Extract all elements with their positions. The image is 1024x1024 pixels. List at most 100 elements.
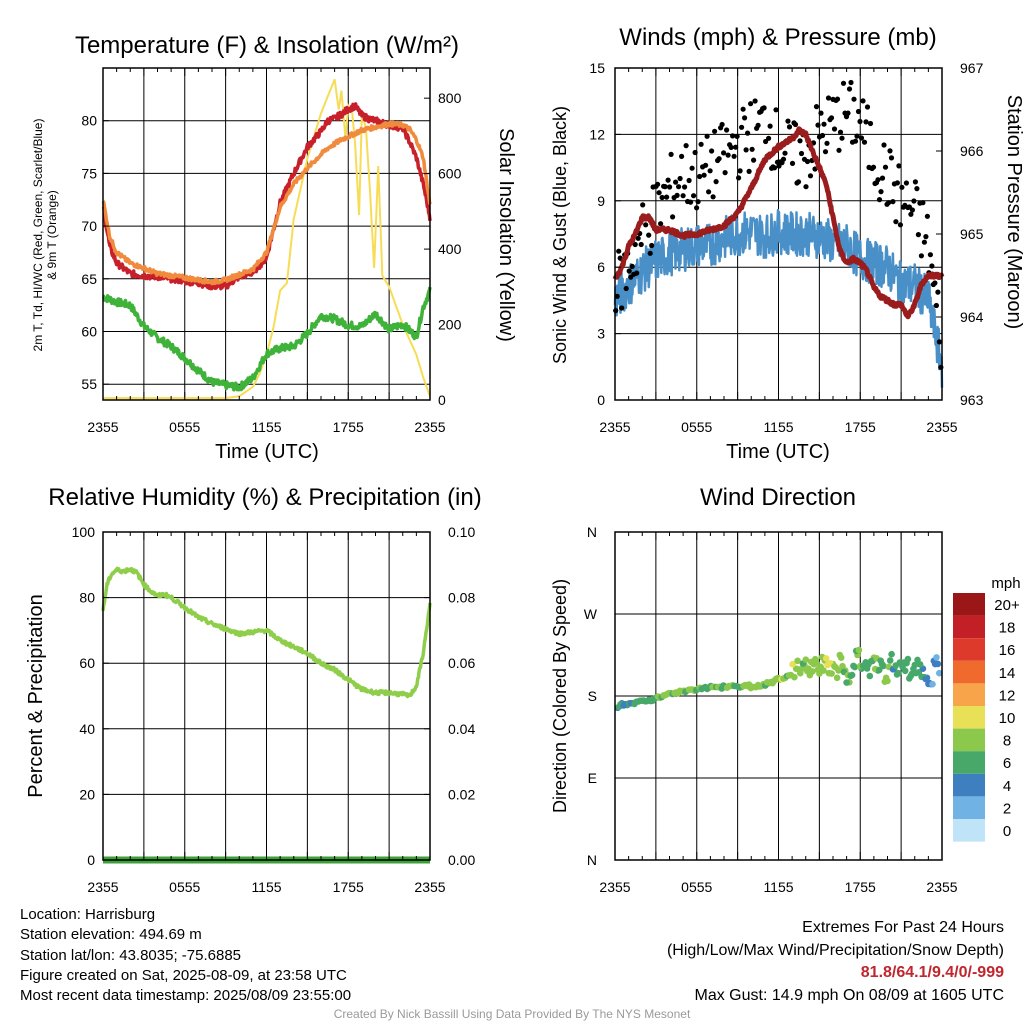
gust-point — [728, 144, 734, 150]
gust-point — [668, 151, 674, 157]
x-tick-label: 1155 — [763, 879, 793, 895]
pressure-line — [612, 126, 945, 320]
gust-point — [766, 135, 772, 141]
gust-point — [828, 115, 835, 121]
gust-point — [803, 184, 809, 190]
gust-point — [724, 127, 730, 133]
colorbar-swatch — [953, 638, 985, 661]
x-tick-label: 2355 — [599, 419, 630, 435]
winds-title: Winds (mph) & Pressure (mb) — [619, 24, 936, 51]
gust-point — [673, 179, 679, 185]
direction-point — [936, 669, 943, 677]
relative-humidity-line — [101, 566, 432, 699]
y-tick-label: 55 — [81, 376, 97, 392]
max-gust-text: Max Gust: 14.9 mph On 08/09 at 1605 UTC — [694, 986, 1005, 1004]
gust-point — [659, 194, 665, 201]
direction-point — [934, 660, 942, 668]
gust-point — [634, 270, 640, 276]
gust-point — [807, 173, 814, 179]
gust-point — [870, 164, 877, 170]
gust-point — [915, 232, 922, 238]
y-tick-label: 15 — [589, 60, 605, 76]
colorbar-swatch — [953, 615, 985, 639]
gust-point — [815, 122, 821, 128]
gust-point — [911, 198, 917, 204]
gust-point — [667, 184, 673, 190]
gust-point — [676, 184, 682, 190]
gust-point — [912, 179, 919, 185]
gust-point — [737, 168, 743, 174]
gust-point — [831, 126, 838, 132]
gust-point — [712, 128, 718, 134]
temperature-chart: 2355 0555 1155 1755 235555606570758002004006… — [81, 67, 462, 435]
direction-point — [833, 674, 841, 682]
colorbar-label: 12 — [999, 687, 1016, 704]
gust-point — [786, 124, 793, 130]
y-tick-label: 3 — [597, 326, 605, 342]
colorbar-label: 4 — [1003, 778, 1011, 795]
x-tick-label: 1755 — [845, 879, 876, 895]
gust-point — [875, 177, 881, 183]
gust-point — [704, 133, 710, 139]
gust-point — [887, 148, 893, 154]
gust-point — [721, 150, 727, 156]
gust-point — [730, 133, 736, 139]
gust-point — [722, 170, 728, 176]
gust-point — [703, 162, 709, 168]
elevation-text: Station elevation: 494.69 m — [20, 926, 202, 944]
direction-point — [886, 657, 894, 664]
gust-point — [846, 86, 853, 92]
gust-point — [694, 205, 700, 211]
x-tick-label: 1155 — [251, 879, 281, 895]
humidity-chart: 2355 0555 1155 1755 2355 0 20 40 60 80 100 0.00 0.02… — [72, 524, 476, 895]
gust-point — [751, 157, 757, 163]
gust-point — [839, 135, 845, 141]
x-tick-label: 0555 — [169, 879, 200, 895]
dewpoint-line — [101, 286, 432, 392]
gust-point — [785, 118, 791, 124]
gust-point — [761, 105, 767, 111]
gust-point — [680, 193, 686, 199]
x-tick-label: 1155 — [251, 419, 281, 435]
y-tick-label: 70 — [81, 218, 97, 234]
gust-point — [845, 110, 851, 116]
y-tick-label: 75 — [81, 165, 97, 181]
gust-point — [683, 143, 689, 149]
colorbar-swatch — [953, 773, 985, 797]
gust-point — [614, 293, 620, 299]
gust-point — [825, 95, 832, 101]
gust-point — [776, 163, 782, 169]
gust-point — [804, 158, 811, 165]
gust-point — [896, 163, 902, 169]
colorbar-title: mph — [991, 575, 1020, 592]
direction-point — [866, 672, 874, 680]
direction-point — [884, 677, 891, 685]
gust-point — [649, 242, 655, 249]
y-tick-label: 80 — [81, 113, 97, 129]
gust-point — [664, 194, 670, 200]
y-tick-label: W — [584, 606, 598, 622]
y2-tick-label: 800 — [438, 90, 462, 106]
y-tick-label: 0 — [87, 852, 95, 868]
gust-point — [897, 222, 904, 228]
y-tick-label: 40 — [79, 721, 95, 737]
y-tick-label: 65 — [81, 271, 97, 287]
gust-point — [885, 200, 892, 206]
gust-point — [878, 189, 884, 195]
gust-point — [682, 184, 688, 190]
x-tick-label: 2355 — [414, 419, 445, 435]
y2-tick-label: 400 — [438, 241, 462, 257]
gust-point — [822, 149, 829, 155]
y-tick-label: 12 — [589, 126, 605, 142]
direction-point — [802, 656, 810, 663]
gust-point — [736, 175, 742, 181]
direction-point — [798, 665, 805, 672]
direction-point — [828, 670, 835, 677]
gust-point — [646, 232, 652, 238]
gust-point — [626, 268, 632, 274]
gust-point — [752, 98, 758, 104]
y-tick-label: 80 — [79, 590, 95, 606]
gust-point — [619, 305, 625, 311]
direction-point — [835, 667, 842, 674]
gust-point — [710, 194, 716, 200]
